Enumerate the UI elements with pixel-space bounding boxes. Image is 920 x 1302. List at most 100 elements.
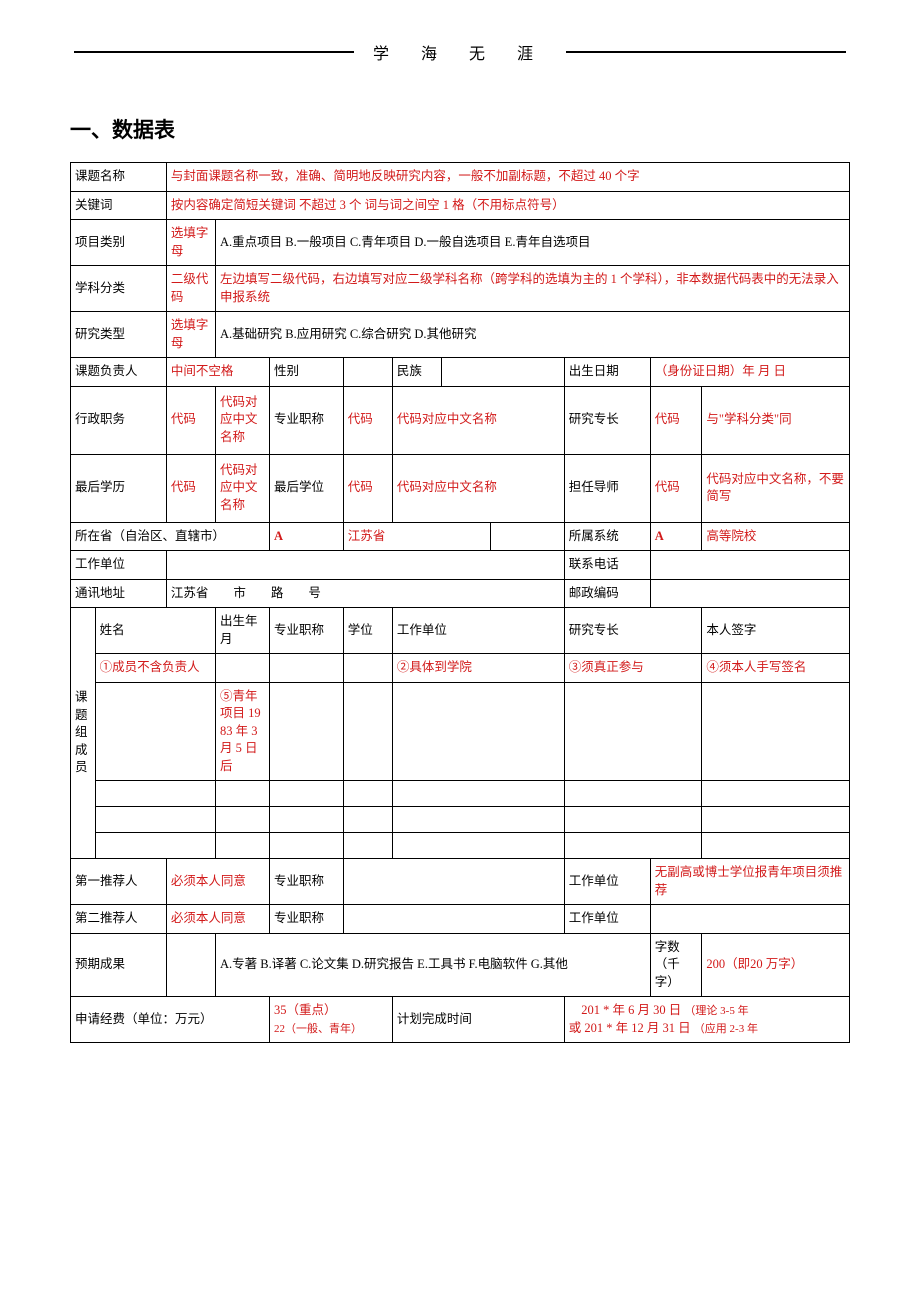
- member2-name[interactable]: [95, 682, 215, 781]
- member4-name[interactable]: [95, 807, 215, 833]
- field-rec2-unit[interactable]: [650, 905, 849, 934]
- name-province: 江苏省: [343, 522, 490, 551]
- field-rec2-title[interactable]: [343, 905, 564, 934]
- label-expected-output: 预期成果: [71, 933, 167, 997]
- note-subject: 左边填写二级代码，右边填写对应二级学科名称（跨学科的选填为主的 1 个学科），非…: [215, 266, 849, 312]
- member1-birth[interactable]: [215, 654, 269, 683]
- field-address[interactable]: 江苏省 市 路 号: [166, 579, 564, 608]
- note-research-spec: 与"学科分类"同: [702, 386, 850, 454]
- member5-degree[interactable]: [343, 833, 392, 859]
- hint-recommender2: 必须本人同意: [166, 905, 269, 934]
- member4-birth[interactable]: [215, 807, 269, 833]
- member3-birth[interactable]: [215, 781, 269, 807]
- field-gender[interactable]: [343, 358, 392, 387]
- member3-title[interactable]: [270, 781, 344, 807]
- member5-birth[interactable]: [215, 833, 269, 859]
- member2-sign[interactable]: [702, 682, 850, 781]
- field-province-blank[interactable]: [491, 522, 565, 551]
- field-rec1-title[interactable]: [343, 859, 564, 905]
- field-phone[interactable]: [650, 551, 849, 580]
- member1-title[interactable]: [270, 654, 344, 683]
- label-province: 所在省（自治区、直辖市）: [71, 522, 270, 551]
- label-leader: 课题负责人: [71, 358, 167, 387]
- note-research-type: A.基础研究 B.应用研究 C.综合研究 D.其他研究: [215, 312, 849, 358]
- codename-degree: 代码对应中文名称: [392, 454, 564, 522]
- field-output-code[interactable]: [166, 933, 215, 997]
- note-project-type: A.重点项目 B.一般项目 C.青年项目 D.一般自选项目 E.青年自选项目: [215, 220, 849, 266]
- note-topic-name: 与封面课题名称一致，准确、简明地反映研究内容，一般不加副标题，不超过 40 个字: [166, 163, 849, 192]
- label-ethnic: 民族: [392, 358, 441, 387]
- label-work-unit: 工作单位: [71, 551, 167, 580]
- hdr-member-unit: 工作单位: [392, 608, 564, 654]
- code-degree: 代码: [343, 454, 392, 522]
- member4-unit[interactable]: [392, 807, 564, 833]
- value-plan-finish: 201 * 年 6 月 30 日 （理论 3-5 年 或 201 * 年 12 …: [564, 997, 849, 1043]
- section-title: 一、数据表: [70, 114, 850, 144]
- note-keywords: 按内容确定简短关键词 不超过 3 个 词与词之间空 1 格（不用标点符号）: [166, 191, 849, 220]
- code-tutor: 代码: [650, 454, 702, 522]
- note-rec1: 无副高或博士学位报青年项目须推荐: [650, 859, 849, 905]
- label-plan-finish: 计划完成时间: [392, 997, 564, 1043]
- hdr-member-sign: 本人签字: [702, 608, 850, 654]
- member2-birth: ⑤青年项目 1983 年 3 月 5 日后: [215, 682, 269, 781]
- member3-spec[interactable]: [564, 781, 702, 807]
- label-tutor: 担任导师: [564, 454, 650, 522]
- label-keywords: 关键词: [71, 191, 167, 220]
- label-topic-name: 课题名称: [71, 163, 167, 192]
- member1-sign: ④须本人手写签名: [702, 654, 850, 683]
- field-ethnic[interactable]: [441, 358, 564, 387]
- member4-degree[interactable]: [343, 807, 392, 833]
- member4-spec[interactable]: [564, 807, 702, 833]
- hdr-member-title: 专业职称: [270, 608, 344, 654]
- code-province: A: [270, 522, 344, 551]
- member1-spec: ③须真正参与: [564, 654, 702, 683]
- label-system: 所属系统: [564, 522, 650, 551]
- label-birthdate: 出生日期: [564, 358, 650, 387]
- code-admin-post: 代码: [166, 386, 215, 454]
- code-pro-title: 代码: [343, 386, 392, 454]
- field-zip[interactable]: [650, 579, 849, 608]
- member2-unit[interactable]: [392, 682, 564, 781]
- note-expected-output: A.专著 B.译著 C.论文集 D.研究报告 E.工具书 F.电脑软件 G.其他: [215, 933, 650, 997]
- label-funding: 申请经费（单位：万元）: [71, 997, 270, 1043]
- label-zip: 邮政编码: [564, 579, 650, 608]
- codename-admin-post: 代码对应中文名称: [215, 386, 269, 454]
- member5-sign[interactable]: [702, 833, 850, 859]
- hdr-member-birth: 出生年月: [215, 608, 269, 654]
- hint-project-type: 选填字母: [166, 220, 215, 266]
- label-rec1-unit: 工作单位: [564, 859, 650, 905]
- label-wordcount: 字数（千字）: [650, 933, 702, 997]
- member4-title[interactable]: [270, 807, 344, 833]
- label-members-vertical: 课题组成员: [71, 608, 96, 859]
- label-recommender2: 第二推荐人: [71, 905, 167, 934]
- data-form-table: 课题名称 与封面课题名称一致，准确、简明地反映研究内容，一般不加副标题，不超过 …: [70, 162, 850, 1043]
- value-funding: 35（重点） 22（一般、青年）: [270, 997, 393, 1043]
- label-phone: 联系电话: [564, 551, 650, 580]
- member5-title[interactable]: [270, 833, 344, 859]
- codename-education: 代码对应中文名称: [215, 454, 269, 522]
- hdr-member-spec: 研究专长: [564, 608, 702, 654]
- member5-spec[interactable]: [564, 833, 702, 859]
- label-pro-title: 专业职称: [270, 386, 344, 454]
- member3-unit[interactable]: [392, 781, 564, 807]
- member4-sign[interactable]: [702, 807, 850, 833]
- page-title: 学 海 无 涯: [357, 40, 563, 64]
- name-system: 高等院校: [702, 522, 850, 551]
- member2-degree[interactable]: [343, 682, 392, 781]
- hint-recommender1: 必须本人同意: [166, 859, 269, 905]
- label-research-type: 研究类型: [71, 312, 167, 358]
- page-header: 学 海 无 涯: [70, 40, 850, 64]
- member5-name[interactable]: [95, 833, 215, 859]
- codename-tutor: 代码对应中文名称，不要简写: [702, 454, 850, 522]
- field-work-unit[interactable]: [166, 551, 564, 580]
- label-admin-post: 行政职务: [71, 386, 167, 454]
- label-rec1-title: 专业职称: [270, 859, 344, 905]
- member2-title[interactable]: [270, 682, 344, 781]
- member3-name[interactable]: [95, 781, 215, 807]
- member3-sign[interactable]: [702, 781, 850, 807]
- member1-degree[interactable]: [343, 654, 392, 683]
- member5-unit[interactable]: [392, 833, 564, 859]
- label-research-spec: 研究专长: [564, 386, 650, 454]
- member2-spec[interactable]: [564, 682, 702, 781]
- member3-degree[interactable]: [343, 781, 392, 807]
